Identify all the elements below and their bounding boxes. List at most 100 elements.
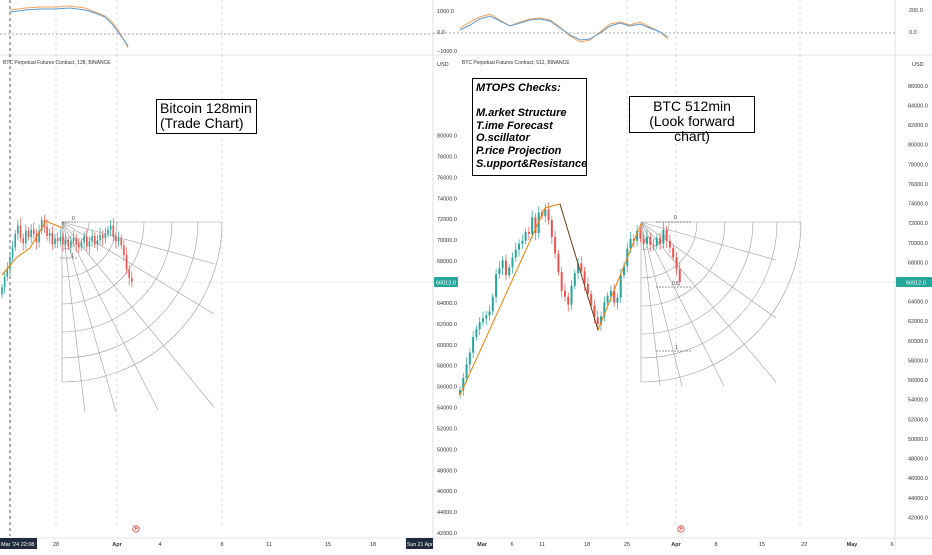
right-price-badge [896,277,932,287]
right-chart-annotation[interactable]: BTC 512min (Look forward chart) [629,96,755,144]
left-cursor-time-badge [0,538,37,549]
right-x-label: 8 [714,542,717,548]
candle-body [1,287,3,295]
mtops-checklist[interactable]: MTOPS Checks: M.arket Structure T.ime Fo… [472,78,587,176]
left-x-label: Sun 21 Apr [407,542,433,548]
candle-body [662,230,665,244]
candle-body [511,257,514,268]
right-osc-slow-line [459,15,669,41]
candle-body [524,231,527,241]
candle-body [75,238,77,245]
candle-body [600,316,603,325]
candle-body [573,273,576,286]
right-price-badge-text: 66012.0 [906,281,926,287]
right-price-tick: 48000.0 [908,457,928,463]
middle-osc-tick: −1000.0 [437,49,457,55]
middle-price-tick: 76000.0 [437,175,457,181]
candle-body [104,233,107,239]
middle-price-tick: 64000.0 [437,301,457,307]
candle-body [491,296,494,312]
right-flag-icon [677,525,685,533]
candle-body [593,305,596,318]
left-x-label: 11 [266,542,272,548]
fan-ray [61,221,86,413]
candle-body [639,230,642,239]
right-price-tick: 52000.0 [908,417,928,423]
candle-body [99,234,101,241]
right-price-tick: 78000.0 [908,162,928,168]
middle-axis-unit: USD [437,62,449,68]
candle-body [9,256,11,270]
candle-body [115,237,117,242]
right-x-label: 11 [539,542,545,548]
candle-body [655,237,658,246]
candle-body [88,241,91,247]
right-osc-tick: 0.0 [909,30,917,36]
middle-price-tick: 56000.0 [437,385,457,391]
candle-body [80,242,83,248]
left-chart-annotation[interactable]: Bitcoin 128min (Trade Chart) [156,99,257,134]
right-chart-title: BTC Perpetual Futures Contract, 512, BIN… [462,60,570,66]
left-chart-title: BTC Perpetual Futures Contract, 128, BIN… [3,60,111,66]
candle-body [514,249,517,258]
candle-body [567,296,570,305]
candle-body [62,237,64,245]
right-price-tick: 42000.0 [908,515,928,521]
left-gann-fan [61,221,223,413]
right-price-tick: 50000.0 [908,437,928,443]
candle-body [583,271,586,284]
left-osc-slow-line [9,7,129,47]
candle-body [488,311,491,316]
fan-ray [61,221,117,413]
right-price-tick: 62000.0 [908,319,928,325]
candle-body [603,302,606,317]
flag-icon-mark [134,526,139,531]
left-x-label: 15 [325,542,331,548]
candle-body [504,260,507,276]
candle-body [544,209,547,217]
candle-body [38,230,40,243]
candle-body [109,225,112,230]
candle-body [64,240,67,245]
middle-price-tick: 46000.0 [437,489,457,495]
left-candles [1,214,133,299]
candle-body [481,318,484,323]
candle-body [48,232,51,236]
candle-body [642,238,645,244]
right-price-tick: 46000.0 [908,476,928,482]
left-x-label: Apr [112,542,122,548]
flag-icon-mark [679,526,684,531]
right-x-label: 25 [624,542,630,548]
middle-price-tick: 80000.0 [437,134,457,140]
candle-body [623,266,625,276]
candle-body [652,244,655,246]
right-annotation-line-2: (Look forward chart) [649,113,735,144]
mtops-oscillator: O.scillator [476,132,530,145]
right-x-label: Mar [477,542,488,548]
candle-body [554,236,557,254]
right-x-label: Apr [671,542,681,548]
fan-arc [640,221,726,307]
candle-body [613,290,616,303]
candle-body [632,238,635,241]
candle-body [665,230,668,241]
candle-body [468,352,471,365]
right-x-label: 6 [890,542,893,548]
candle-body [521,240,524,244]
fan-ray [640,221,683,387]
right-candles [459,202,681,399]
candle-body [518,243,521,250]
right-price-tick: 76000.0 [908,182,928,188]
candle-body [112,225,115,238]
candle-body [107,229,109,234]
right-x-label: 15 [759,542,765,548]
candle-body [78,244,80,248]
candle-body [475,329,478,337]
candle-body [54,238,56,245]
left-annotation-line-1: Bitcoin 128min [160,100,252,116]
middle-price-tick: 48000.0 [437,468,457,474]
candle-body [11,247,14,257]
fan-arc [61,221,118,278]
